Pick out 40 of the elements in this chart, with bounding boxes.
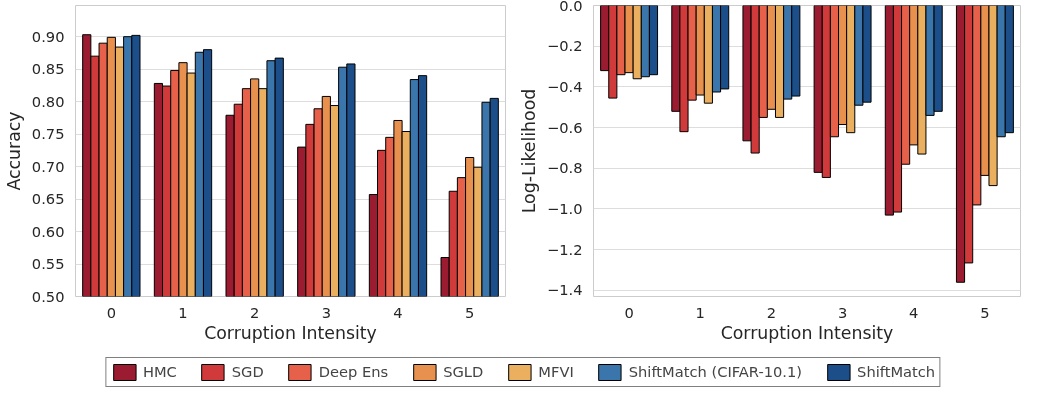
- y-tick-label: −0.4: [546, 77, 583, 95]
- y-tick-label: 0.90: [31, 27, 65, 45]
- x-tick-label: 0: [106, 303, 116, 321]
- y-tick-label: 0.55: [31, 255, 65, 273]
- y-tick-label: −0.8: [546, 159, 583, 177]
- x-tick-label: 1: [695, 303, 705, 321]
- x-tick-label: 0: [624, 303, 634, 321]
- y-tick-label: 0.80: [31, 92, 65, 110]
- x-tick-label: 4: [393, 303, 403, 321]
- legend-label: ShiftMatch (CIFAR-10.1): [628, 363, 803, 380]
- x-tick-label: 2: [250, 303, 260, 321]
- y-tick-label: 0.85: [31, 60, 65, 78]
- y-tick-label: −0.2: [546, 37, 583, 55]
- x-tick-label: 3: [837, 303, 848, 321]
- x-tick-label: 5: [980, 303, 990, 321]
- y-tick-label: 0.75: [31, 125, 65, 143]
- x-tick-label: 3: [321, 303, 331, 321]
- x-tick-label: 1: [178, 303, 188, 321]
- y-tick-label: −0.6: [546, 118, 583, 136]
- legend-label: MFVI: [538, 363, 574, 380]
- x-tick-label: 4: [909, 303, 919, 321]
- legend-label: HMC: [142, 363, 177, 380]
- x-axis-title: Corruption Intensity: [204, 322, 377, 343]
- y-tick-label: −1.0: [546, 200, 583, 217]
- y-tick-label: 0.0: [559, 0, 583, 14]
- y-tick-label: 0.60: [31, 222, 65, 240]
- x-tick-label: 2: [766, 303, 777, 321]
- legend-label: ShiftMatch: [857, 363, 936, 380]
- x-axis-title: Corruption Intensity: [720, 322, 894, 343]
- y-axis-title: Log-Likelihood: [518, 88, 539, 214]
- y-tick-label: 0.70: [31, 157, 65, 175]
- y-tick-label: −1.4: [546, 281, 583, 299]
- legend-label: Deep Ens: [318, 363, 389, 380]
- legend-label: SGD: [231, 363, 264, 380]
- y-tick-label: 0.65: [31, 190, 65, 208]
- y-tick-label: −1.2: [546, 240, 583, 258]
- legend-label: SGLD: [443, 363, 484, 380]
- y-axis-title: Accuracy: [3, 111, 24, 191]
- y-tick-label: 0.50: [31, 287, 65, 305]
- x-tick-label: 5: [465, 303, 475, 321]
